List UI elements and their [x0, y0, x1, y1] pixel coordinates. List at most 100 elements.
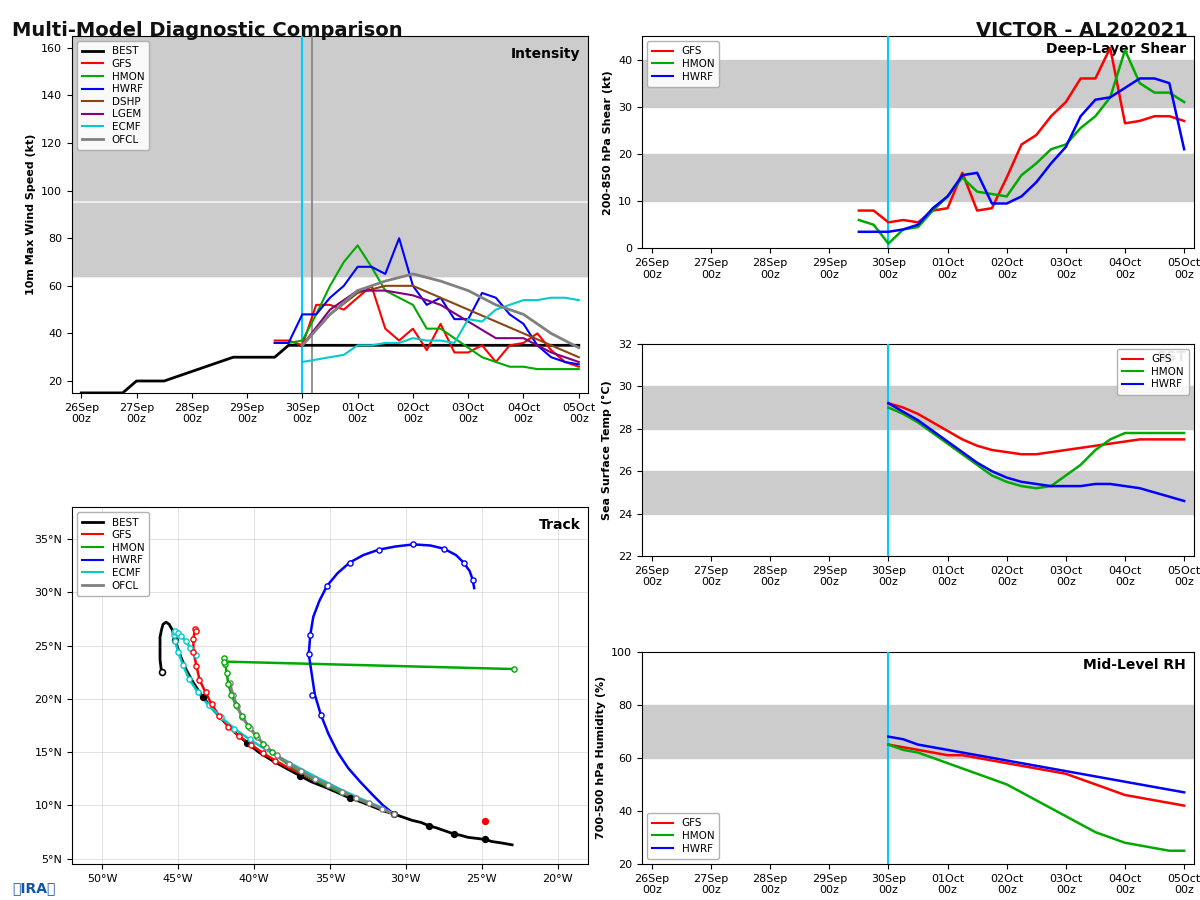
Point: [211, 710, 230, 724]
Bar: [642, 59, 1194, 107]
Bar: [642, 705, 1194, 758]
Bar: [642, 472, 1194, 514]
Point: [265, 753, 284, 768]
Bar: [72, 36, 588, 200]
Point: [233, 708, 252, 723]
Bar: [642, 154, 1194, 201]
Bar: [72, 202, 588, 276]
Point: [187, 648, 206, 662]
Point: [187, 659, 206, 673]
Point: [221, 676, 240, 690]
Text: SST: SST: [1157, 350, 1186, 365]
Point: [184, 644, 203, 659]
Point: [224, 722, 244, 736]
Point: [229, 729, 248, 743]
Point: [384, 806, 403, 821]
Legend: GFS, HMON, HWRF: GFS, HMON, HWRF: [647, 41, 720, 86]
Point: [228, 699, 247, 714]
Text: Intensity: Intensity: [511, 47, 581, 60]
Point: [445, 827, 464, 842]
Point: [181, 641, 200, 655]
Point: [166, 633, 185, 647]
Legend: GFS, HMON, HWRF: GFS, HMON, HWRF: [1116, 349, 1189, 395]
Point: [340, 791, 359, 806]
Point: [166, 634, 185, 649]
Point: [214, 652, 233, 666]
Point: [193, 689, 212, 704]
Point: [299, 647, 318, 662]
Point: [347, 791, 366, 806]
Point: [319, 778, 338, 792]
Point: [504, 662, 523, 676]
Point: [169, 626, 188, 640]
Point: [240, 720, 259, 734]
Point: [199, 698, 218, 713]
Point: [210, 708, 229, 723]
Y-axis label: 10m Max Wind Speed (kt): 10m Max Wind Speed (kt): [25, 134, 36, 295]
Legend: BEST, GFS, HMON, HWRF, DSHP, LGEM, ECMF, OFCL: BEST, GFS, HMON, HWRF, DSHP, LGEM, ECMF,…: [77, 41, 150, 150]
Point: [239, 718, 258, 733]
Point: [184, 632, 203, 646]
Point: [302, 688, 322, 702]
Point: [384, 806, 403, 821]
Point: [247, 730, 266, 744]
Point: [280, 757, 299, 771]
Point: [185, 621, 204, 635]
Point: [164, 627, 184, 642]
Text: Track: Track: [539, 518, 581, 532]
Point: [202, 697, 221, 711]
Point: [268, 748, 287, 762]
Text: Deep-Layer Shear: Deep-Layer Shear: [1045, 42, 1186, 57]
Point: [196, 685, 215, 699]
Point: [172, 629, 191, 643]
Point: [368, 543, 388, 557]
Text: ⒸIRA✨: ⒸIRA✨: [12, 881, 55, 896]
Point: [404, 537, 424, 552]
Point: [227, 698, 246, 713]
Bar: [72, 36, 588, 200]
Y-axis label: 700-500 hPa Humidity (%): 700-500 hPa Humidity (%): [595, 676, 606, 840]
Point: [454, 555, 473, 570]
Point: [372, 801, 391, 815]
Y-axis label: Sea Surface Temp (°C): Sea Surface Temp (°C): [602, 380, 612, 520]
Point: [340, 555, 359, 570]
Point: [222, 688, 241, 702]
Point: [169, 644, 188, 659]
Point: [419, 818, 438, 832]
Point: [360, 796, 379, 811]
Point: [332, 785, 352, 799]
Point: [176, 634, 196, 649]
Legend: GFS, HMON, HWRF: GFS, HMON, HWRF: [647, 814, 720, 859]
Point: [246, 728, 265, 742]
Point: [301, 627, 320, 642]
Point: [164, 625, 184, 639]
Point: [216, 656, 235, 670]
Bar: [642, 386, 1194, 428]
Point: [317, 579, 336, 593]
Text: VICTOR - AL202021: VICTOR - AL202021: [976, 21, 1188, 40]
Point: [263, 745, 282, 760]
Point: [290, 769, 310, 783]
Point: [173, 658, 192, 672]
Point: [305, 771, 324, 786]
Point: [233, 710, 252, 724]
Point: [236, 735, 256, 750]
Point: [187, 624, 206, 638]
Point: [240, 733, 259, 747]
Point: [214, 654, 233, 669]
Point: [292, 764, 311, 778]
Point: [152, 665, 172, 680]
Point: [463, 572, 482, 587]
Point: [217, 666, 236, 680]
Point: [475, 814, 494, 829]
Point: [179, 671, 198, 686]
Legend: BEST, GFS, HMON, HWRF, ECMF, OFCL: BEST, GFS, HMON, HWRF, ECMF, OFCL: [77, 512, 150, 596]
Point: [434, 542, 454, 556]
Point: [311, 707, 330, 722]
Point: [166, 624, 185, 638]
Point: [218, 677, 238, 691]
Point: [188, 685, 208, 699]
Point: [190, 672, 209, 687]
Point: [253, 736, 272, 751]
Text: Multi-Model Diagnostic Comparison: Multi-Model Diagnostic Comparison: [12, 21, 403, 40]
